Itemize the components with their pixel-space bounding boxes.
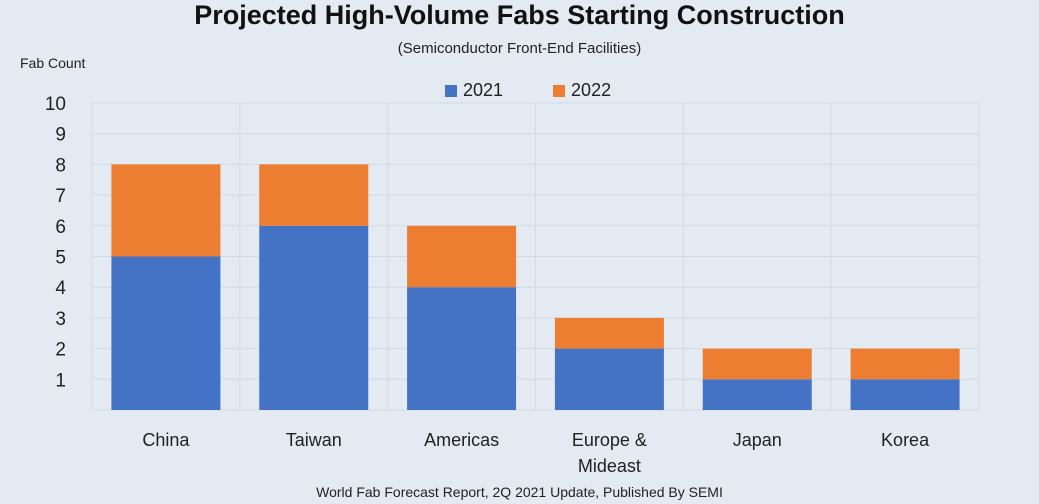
bar-2022-taiwan: [259, 164, 369, 226]
y-tick-label: 3: [55, 309, 66, 330]
bar-2022-europe-mideast: [554, 317, 664, 349]
legend: 2021 2022: [445, 80, 611, 101]
bar-2021-korea: [850, 379, 960, 410]
y-tick-label: 8: [55, 155, 66, 176]
legend-swatch-2022: [553, 84, 566, 97]
y-tick-label: 9: [55, 125, 66, 146]
legend-label-2022: 2022: [571, 80, 612, 100]
y-tick-label: 6: [55, 217, 66, 238]
y-axis-label: Fab Count: [20, 55, 86, 71]
bar-2021-china: [111, 256, 221, 410]
y-tick-label: 7: [55, 186, 66, 207]
x-tick-label: Korea: [881, 430, 930, 450]
y-tick-label: 2: [55, 340, 66, 361]
legend-item-2021: 2021: [445, 80, 503, 101]
y-tick-label: 5: [55, 248, 66, 269]
x-tick-label: Mideast: [578, 456, 641, 476]
y-tick-label: 10: [45, 94, 66, 115]
bar-2021-taiwan: [259, 225, 369, 410]
x-tick-label: Japan: [733, 430, 782, 450]
chart-title: Projected High-Volume Fabs Starting Cons…: [194, 0, 845, 30]
bar-2021-americas: [407, 287, 517, 410]
bar-2022-japan: [702, 348, 812, 380]
y-tick-label: 1: [55, 370, 66, 391]
x-tick-label: China: [142, 430, 190, 450]
bar-2021-europe-mideast: [554, 348, 664, 410]
bar-2021-japan: [702, 379, 812, 410]
chart-subtitle: (Semiconductor Front-End Facilities): [397, 40, 642, 57]
legend-item-2022: 2022: [553, 80, 611, 101]
x-tick-label: Taiwan: [286, 430, 342, 450]
x-tick-label: Europe &: [572, 430, 647, 450]
y-tick-label: 4: [55, 278, 66, 299]
bar-2022-americas: [407, 225, 517, 288]
bar-2022-korea: [850, 348, 960, 380]
bar-2022-china: [111, 164, 221, 257]
source-note: World Fab Forecast Report, 2Q 2021 Updat…: [316, 484, 723, 500]
legend-swatch-2021: [445, 84, 457, 97]
legend-label-2021: 2021: [463, 80, 504, 100]
x-tick-label: Americas: [424, 430, 499, 450]
